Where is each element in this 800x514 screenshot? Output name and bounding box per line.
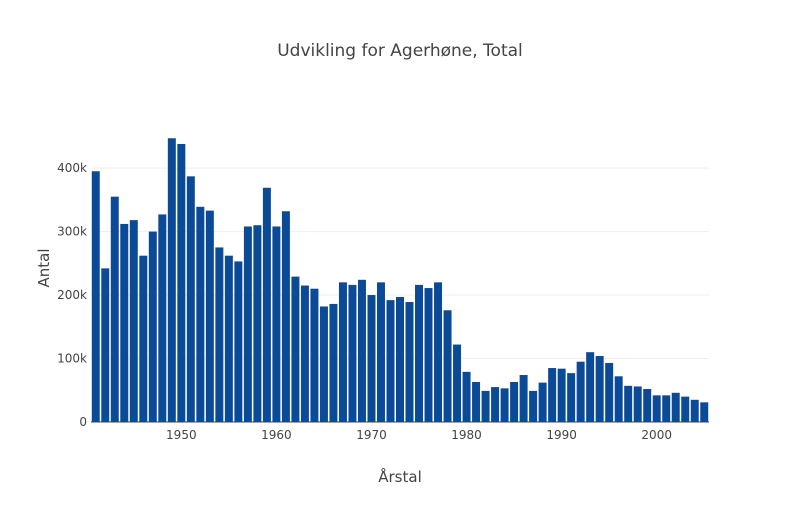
bar-1970[interactable] (367, 295, 376, 422)
bar-1997[interactable] (624, 385, 633, 422)
bar-1943[interactable] (110, 196, 119, 422)
bar-1965[interactable] (319, 306, 328, 422)
y-tick-label: 300k (57, 225, 87, 239)
bar-1976[interactable] (424, 288, 433, 422)
bar-1995[interactable] (605, 362, 614, 422)
x-tick-label: 1970 (356, 428, 387, 442)
bar-1981[interactable] (472, 382, 481, 422)
bar-1949[interactable] (167, 138, 176, 422)
bar-1980[interactable] (462, 371, 471, 422)
bar-1964[interactable] (310, 288, 319, 422)
bar-1945[interactable] (129, 220, 138, 422)
bar-1957[interactable] (243, 226, 252, 422)
y-tick-label: 400k (57, 161, 87, 175)
bar-2001[interactable] (662, 395, 671, 422)
bar-1969[interactable] (357, 279, 366, 422)
bar-1963[interactable] (300, 285, 309, 422)
bar-1967[interactable] (338, 282, 347, 422)
bar-1973[interactable] (396, 296, 404, 422)
bar-1996[interactable] (614, 376, 623, 422)
y-axis-ticks: 0 100k 200k 300k 400k (57, 161, 87, 429)
bar-1947[interactable] (148, 231, 157, 422)
x-tick-label: 1960 (261, 428, 292, 442)
bar-1955[interactable] (224, 255, 233, 422)
bar-1941[interactable] (91, 171, 100, 422)
bar-1979[interactable] (453, 344, 462, 422)
bar-1975[interactable] (415, 284, 424, 422)
bar-1990[interactable] (557, 368, 566, 422)
x-tick-label: 2000 (641, 428, 672, 442)
bar-1951[interactable] (186, 176, 195, 422)
bar-1954[interactable] (215, 247, 224, 422)
bar-1948[interactable] (158, 214, 167, 422)
bar-1989[interactable] (548, 368, 557, 422)
bar-1956[interactable] (234, 261, 243, 422)
bar-1966[interactable] (329, 303, 338, 422)
bar-1999[interactable] (643, 388, 652, 422)
bar-1992[interactable] (576, 361, 585, 422)
bar-2005[interactable] (700, 402, 709, 422)
bar-1952[interactable] (196, 206, 205, 422)
bar-1942[interactable] (101, 268, 110, 422)
x-axis-title: Årstal (378, 467, 421, 486)
y-axis-title: Antal (35, 248, 53, 287)
bar-1961[interactable] (281, 211, 290, 422)
chart-title: Udvikling for Agerhøne, Total (277, 41, 523, 61)
bar-1974[interactable] (405, 302, 414, 422)
bar-1978[interactable] (443, 310, 452, 422)
bar-2004[interactable] (690, 399, 699, 422)
bar-1971[interactable] (376, 282, 385, 422)
bar-1950[interactable] (177, 143, 186, 422)
bar-1953[interactable] (205, 210, 214, 422)
bar-1958[interactable] (253, 225, 262, 422)
bar-2003[interactable] (681, 396, 690, 422)
y-tick-label: 0 (79, 415, 87, 429)
bar-1968[interactable] (348, 284, 357, 422)
bar-1987[interactable] (529, 390, 538, 422)
x-axis-ticks: 1950 1960 1970 1980 1990 2000 (166, 428, 672, 442)
bar-1991[interactable] (567, 373, 576, 422)
bar-series (91, 138, 709, 422)
bar-1960[interactable] (272, 226, 281, 422)
bar-1983[interactable] (491, 387, 500, 422)
bar-1993[interactable] (586, 352, 595, 422)
x-tick-label: 1990 (546, 428, 577, 442)
bar-2002[interactable] (671, 392, 680, 422)
bar-2000[interactable] (652, 395, 661, 422)
x-tick-label: 1980 (451, 428, 482, 442)
bar-1994[interactable] (595, 355, 604, 422)
bar-1998[interactable] (633, 386, 642, 422)
bar-1988[interactable] (538, 382, 547, 422)
y-tick-label: 200k (57, 288, 87, 302)
bar-1959[interactable] (262, 187, 271, 422)
bar-1944[interactable] (120, 223, 129, 422)
bar-1984[interactable] (500, 388, 509, 422)
bar-1946[interactable] (139, 255, 148, 422)
x-tick-label: 1950 (166, 428, 197, 442)
bar-1986[interactable] (519, 375, 528, 422)
y-tick-label: 100k (57, 352, 87, 366)
bar-1985[interactable] (510, 382, 519, 422)
bar-1962[interactable] (291, 276, 300, 422)
bar-1977[interactable] (434, 282, 443, 422)
bar-1982[interactable] (481, 390, 490, 422)
bar-1972[interactable] (386, 300, 395, 422)
